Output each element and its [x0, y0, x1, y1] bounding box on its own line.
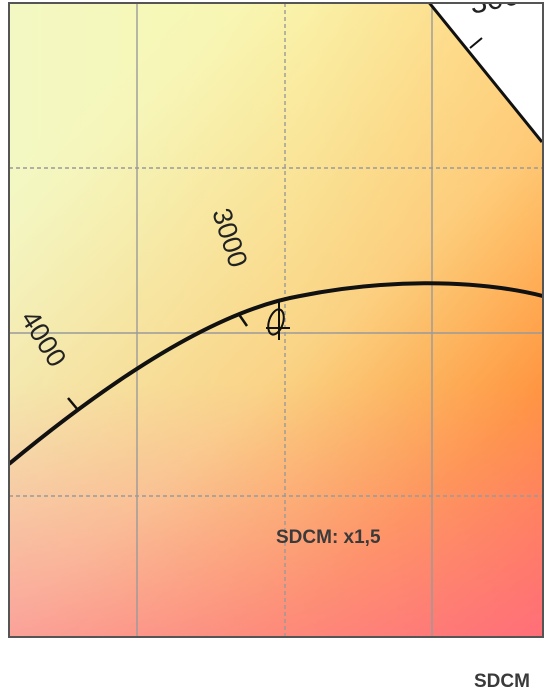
- planckian-locus: [9, 281, 543, 466]
- measurement-marker: [266, 302, 290, 340]
- cct-tick-3000: [236, 312, 249, 327]
- sdcm-plot-label: SDCM: x1,5: [276, 527, 381, 548]
- plot-frame: [8, 2, 544, 638]
- measurement-ellipse: [267, 308, 285, 336]
- plot-area: 3000 4000 3000 SDCM: x1,5: [9, 3, 543, 637]
- gamut-isotherm-tick: [469, 37, 483, 49]
- color-field-pink: [9, 3, 543, 637]
- sdcm-footer-label: SDCM: [474, 671, 530, 692]
- cct-tick-4000: [67, 397, 79, 411]
- gamut-boundary-line: [427, 3, 543, 143]
